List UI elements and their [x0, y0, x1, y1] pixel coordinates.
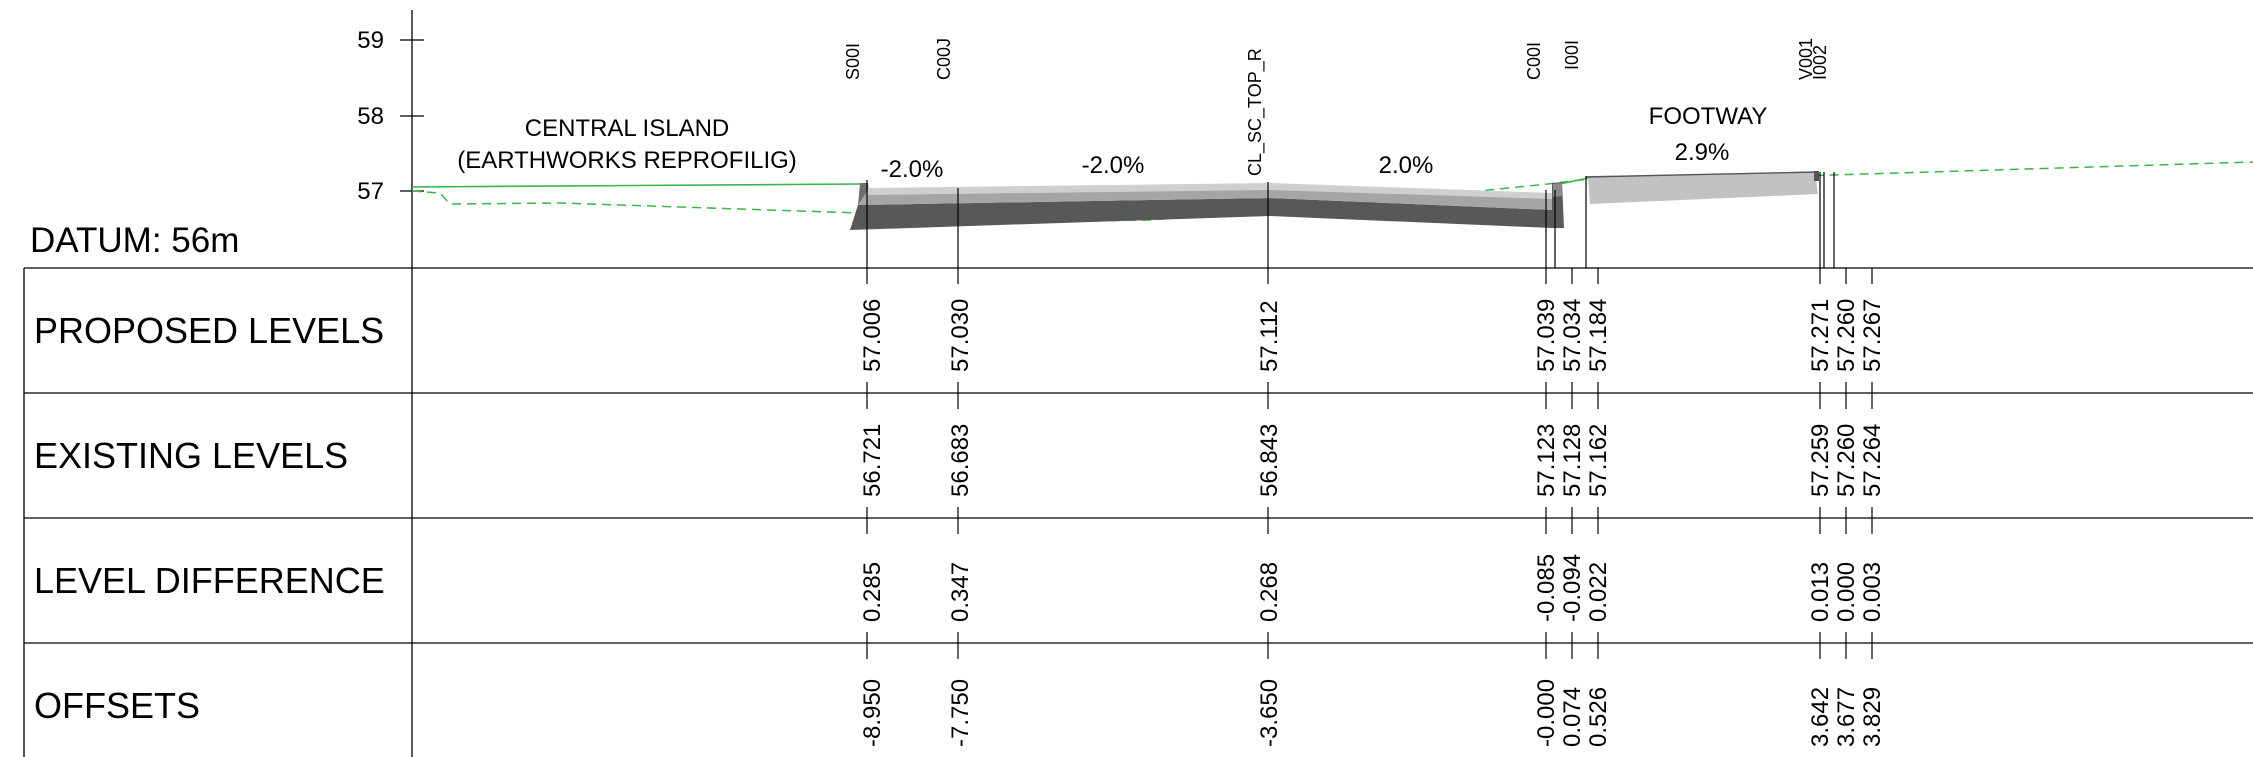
level-value-existing: 57.260 — [1833, 424, 1860, 497]
level-value-offset: 0.074 — [1559, 687, 1586, 747]
level-value-existing: 56.721 — [859, 424, 886, 497]
level-value-offset: -7.750 — [947, 679, 974, 747]
elevation-label-57: 57 — [357, 178, 384, 205]
level-value-offset: 3.642 — [1807, 687, 1834, 747]
proposed-surface-line — [411, 183, 861, 188]
level-value-existing: 57.128 — [1559, 424, 1586, 497]
footway-body — [1588, 172, 1818, 204]
level-value-difference: 0.013 — [1807, 562, 1834, 622]
level-value-offset: 3.829 — [1859, 687, 1886, 747]
level-value-existing: 57.264 — [1859, 424, 1886, 497]
proposed-surface-segment — [1559, 177, 1589, 185]
level-value-difference: 0.268 — [1256, 562, 1283, 622]
string-code-cl: CL_SC_TOP_R — [1245, 48, 1266, 176]
level-value-proposed: 57.184 — [1585, 299, 1612, 372]
row-label-proposed: PROPOSED LEVELS — [34, 310, 384, 351]
level-value-difference: 0.347 — [947, 562, 974, 622]
level-value-difference: 0.285 — [859, 562, 886, 622]
level-value-proposed: 57.112 — [1256, 300, 1283, 372]
row-label-existing: EXISTING LEVELS — [34, 435, 348, 476]
level-value-offset: 0.526 — [1585, 687, 1612, 747]
grade-label-2: -2.0% — [1082, 152, 1145, 179]
elevation-label-59: 59 — [357, 27, 384, 54]
level-value-difference: 0.022 — [1585, 562, 1612, 622]
string-code-s00i: S00I — [843, 43, 863, 80]
row-label-difference: LEVEL DIFFERENCE — [34, 560, 385, 601]
string-code-c00j: C00J — [934, 38, 954, 80]
string-code-i002: I002 — [1810, 45, 1830, 80]
central-island-label: CENTRAL ISLAND — [525, 115, 730, 142]
datum-label: DATUM: 56m — [30, 221, 239, 260]
level-value-existing: 56.843 — [1256, 424, 1283, 497]
elevation-label-58: 58 — [357, 103, 384, 130]
string-code-v001: V001 — [1796, 38, 1816, 80]
level-value-difference: -0.094 — [1559, 554, 1586, 622]
level-value-proposed: 57.030 — [947, 299, 974, 372]
level-value-existing: 57.123 — [1533, 424, 1560, 497]
level-value-proposed: 57.006 — [859, 299, 886, 372]
level-value-existing: 56.683 — [947, 424, 974, 497]
level-value-existing: 57.259 — [1807, 424, 1834, 497]
level-value-difference: 0.000 — [1833, 562, 1860, 622]
level-value-proposed: 57.260 — [1833, 299, 1860, 372]
right-kerb-face — [1553, 183, 1562, 197]
grade-label-3: 2.0% — [1379, 152, 1434, 179]
footway-edge — [1814, 171, 1819, 181]
level-value-proposed: 57.271 — [1807, 299, 1834, 372]
level-value-proposed: 57.034 — [1559, 299, 1586, 372]
string-code-i00i: I00I — [1562, 40, 1582, 70]
central-island-sublabel: (EARTHWORKS REPROFILIG) — [457, 147, 797, 174]
level-value-offset: 3.677 — [1833, 687, 1860, 747]
string-code-c00i: C00I — [1524, 42, 1544, 80]
level-value-difference: 0.003 — [1859, 562, 1886, 622]
footway-label: FOOTWAY — [1649, 103, 1768, 130]
level-value-proposed: 57.267 — [1859, 299, 1886, 372]
level-value-offset: -8.950 — [859, 679, 886, 747]
level-value-offset: -0.000 — [1533, 679, 1560, 747]
carriageway-wearing-course — [868, 183, 1552, 199]
carriageway-lower-layer — [850, 198, 1552, 230]
grade-label-1: -2.0% — [881, 156, 944, 183]
level-value-offset: -3.650 — [1256, 679, 1283, 747]
level-value-proposed: 57.039 — [1533, 299, 1560, 372]
grade-label-4: 2.9% — [1675, 139, 1730, 166]
table-values: 57.006 56.721 0.285 -8.950 57.030 56.683 0.347… — [859, 268, 1886, 747]
footway-surface — [1585, 171, 1819, 178]
level-value-existing: 57.162 — [1585, 424, 1612, 497]
row-label-offsets: OFFSETS — [34, 685, 200, 726]
level-value-difference: -0.085 — [1533, 554, 1560, 622]
